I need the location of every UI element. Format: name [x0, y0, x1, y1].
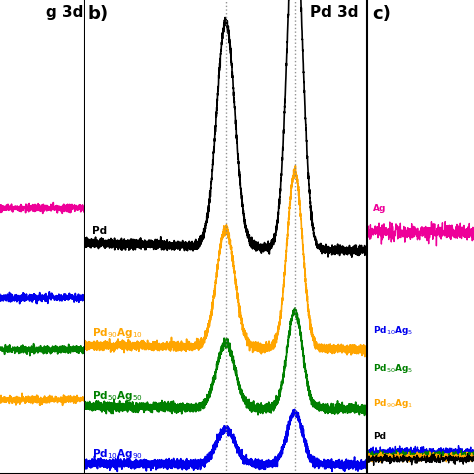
Text: c): c)	[372, 5, 391, 23]
Text: Pd$_{10}$Ag$_{90}$: Pd$_{10}$Ag$_{90}$	[91, 447, 143, 461]
Text: Pd$_{50}$Ag$_{50}$: Pd$_{50}$Ag$_{50}$	[91, 389, 143, 403]
Text: Pd: Pd	[91, 226, 107, 236]
Text: Ag: Ag	[373, 204, 386, 213]
Text: g 3d: g 3d	[46, 5, 83, 20]
Text: b): b)	[88, 5, 109, 23]
Text: Pd$_{10}$Ag$_{5}$: Pd$_{10}$Ag$_{5}$	[373, 324, 413, 337]
Text: Pd: Pd	[373, 432, 386, 441]
Text: Pd$_{90}$Ag$_{10}$: Pd$_{90}$Ag$_{10}$	[91, 326, 143, 340]
Text: Pd 3d: Pd 3d	[310, 5, 358, 20]
Text: Pd$_{50}$Ag$_{5}$: Pd$_{50}$Ag$_{5}$	[373, 362, 413, 374]
Text: Pd$_{90}$Ag$_{1}$: Pd$_{90}$Ag$_{1}$	[373, 397, 413, 410]
